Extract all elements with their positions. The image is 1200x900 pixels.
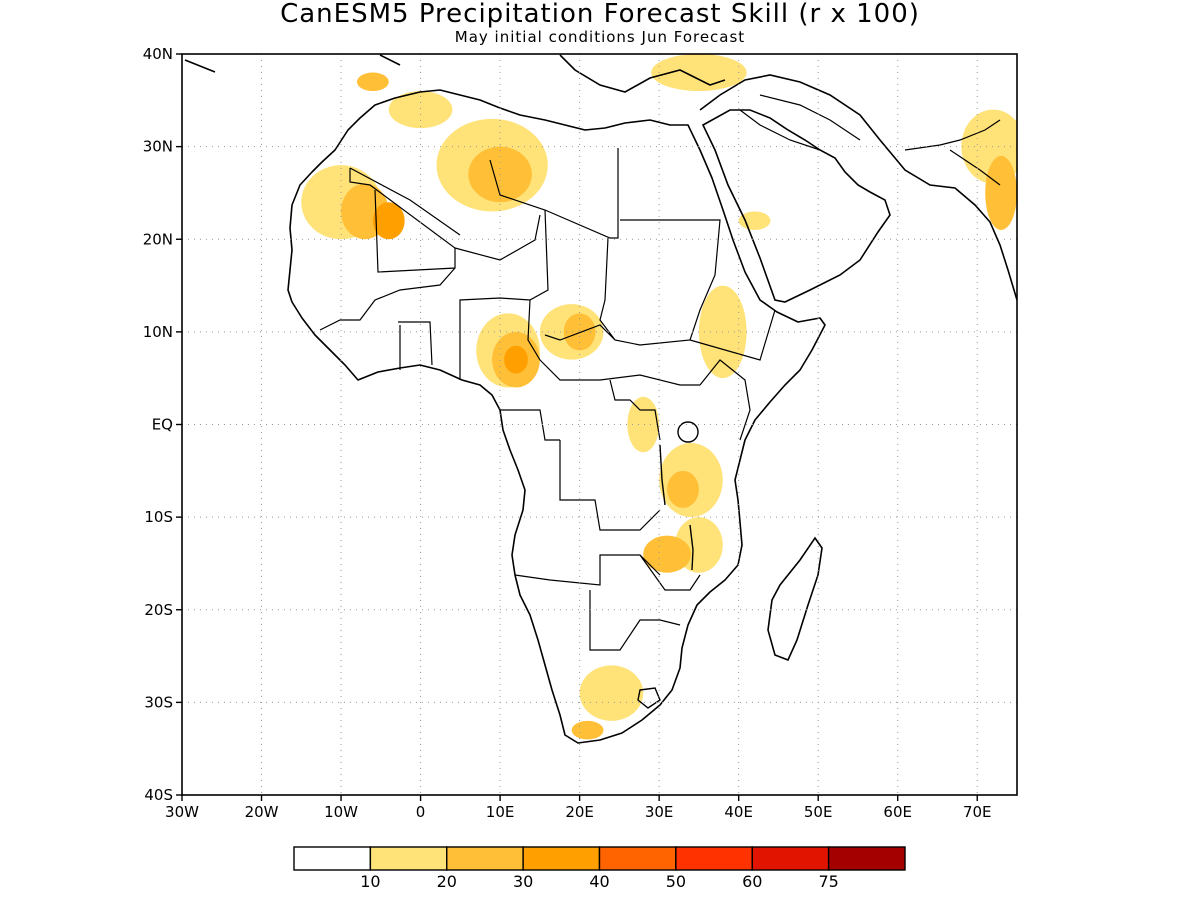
lon-tick-label: 10W <box>324 803 358 821</box>
lon-tick-label: 20W <box>245 803 279 821</box>
skill-area-south-africa <box>571 720 604 740</box>
lat-tick-label: EQ <box>152 416 173 434</box>
lon-tick-label: 70E <box>963 803 992 821</box>
skill-area-eastern-mediterranean <box>651 54 747 92</box>
skill-area-south-africa <box>579 665 644 721</box>
colorbar-swatch <box>827 846 906 871</box>
skill-area-nigeria-cameroon <box>504 345 528 374</box>
lat-tick-label: 40S <box>144 786 173 804</box>
lon-tick-label: 60E <box>883 803 912 821</box>
colorbar-label: 75 <box>818 872 838 891</box>
map-subtitle: May initial conditions Jun Forecast <box>454 28 746 46</box>
colorbar-label: 20 <box>437 872 457 891</box>
lat-tick-label: 20S <box>144 601 173 619</box>
colorbar-swatch <box>751 846 830 871</box>
skill-area-india-pakistan <box>985 155 1017 230</box>
colorbar-label: 40 <box>589 872 609 891</box>
lon-tick-label: 0 <box>416 803 426 821</box>
lat-tick-label: 30N <box>143 138 173 156</box>
skill-area-arabia <box>738 211 771 230</box>
colorbar: 10 20 30 40 50 60 75 <box>293 846 906 891</box>
lon-tick-label: 40E <box>724 803 753 821</box>
lon-tick-label: 50E <box>804 803 833 821</box>
lon-tick-label: 30E <box>645 803 674 821</box>
coastlines <box>184 54 1017 744</box>
lake-tanganyika <box>659 444 666 506</box>
lake-malawi <box>689 524 694 571</box>
lesotho-border <box>637 687 661 709</box>
colorbar-swatch <box>598 846 677 871</box>
skill-shading <box>301 54 1017 740</box>
arabia-coastline <box>701 109 891 303</box>
skill-area-tanzania <box>667 470 699 508</box>
colorbar-label: 50 <box>666 872 686 891</box>
asia-coastline <box>699 74 1017 301</box>
colorbar-swatch <box>446 846 524 871</box>
lat-tick-label: 40N <box>143 45 173 63</box>
skill-area-chad-car <box>563 313 596 351</box>
lon-tick-label: 30W <box>165 803 199 821</box>
skill-area-north-africa-coast <box>356 72 389 92</box>
colorbar-label: 60 <box>742 872 762 891</box>
colorbar-label: 10 <box>360 872 380 891</box>
madagascar-coastline <box>767 536 823 662</box>
skill-area-malawi-mozambique <box>643 535 691 573</box>
colorbar-swatch <box>293 846 372 871</box>
lat-tick-label: 10S <box>144 508 173 526</box>
lake-victoria <box>677 421 699 443</box>
skill-area-nw-sahara <box>372 202 405 240</box>
country-borders <box>319 94 1001 651</box>
europe-coastline <box>184 54 726 93</box>
skill-area-congo <box>627 396 660 453</box>
colorbar-swatch <box>522 846 601 871</box>
lon-tick-label: 20E <box>565 803 594 821</box>
colorbar-label: 30 <box>513 872 533 891</box>
lat-tick-label: 10N <box>143 323 173 341</box>
lat-tick-label: 30S <box>144 693 173 711</box>
map-title: CanESM5 Precipitation Forecast Skill (r … <box>280 0 920 29</box>
africa-coastline <box>287 89 826 744</box>
colorbar-swatch <box>675 846 753 871</box>
lat-tick-label: 20N <box>143 230 173 248</box>
colorbar-swatch <box>369 846 448 871</box>
lon-tick-label: 10E <box>486 803 515 821</box>
skill-area-north-africa-coast <box>388 91 453 129</box>
